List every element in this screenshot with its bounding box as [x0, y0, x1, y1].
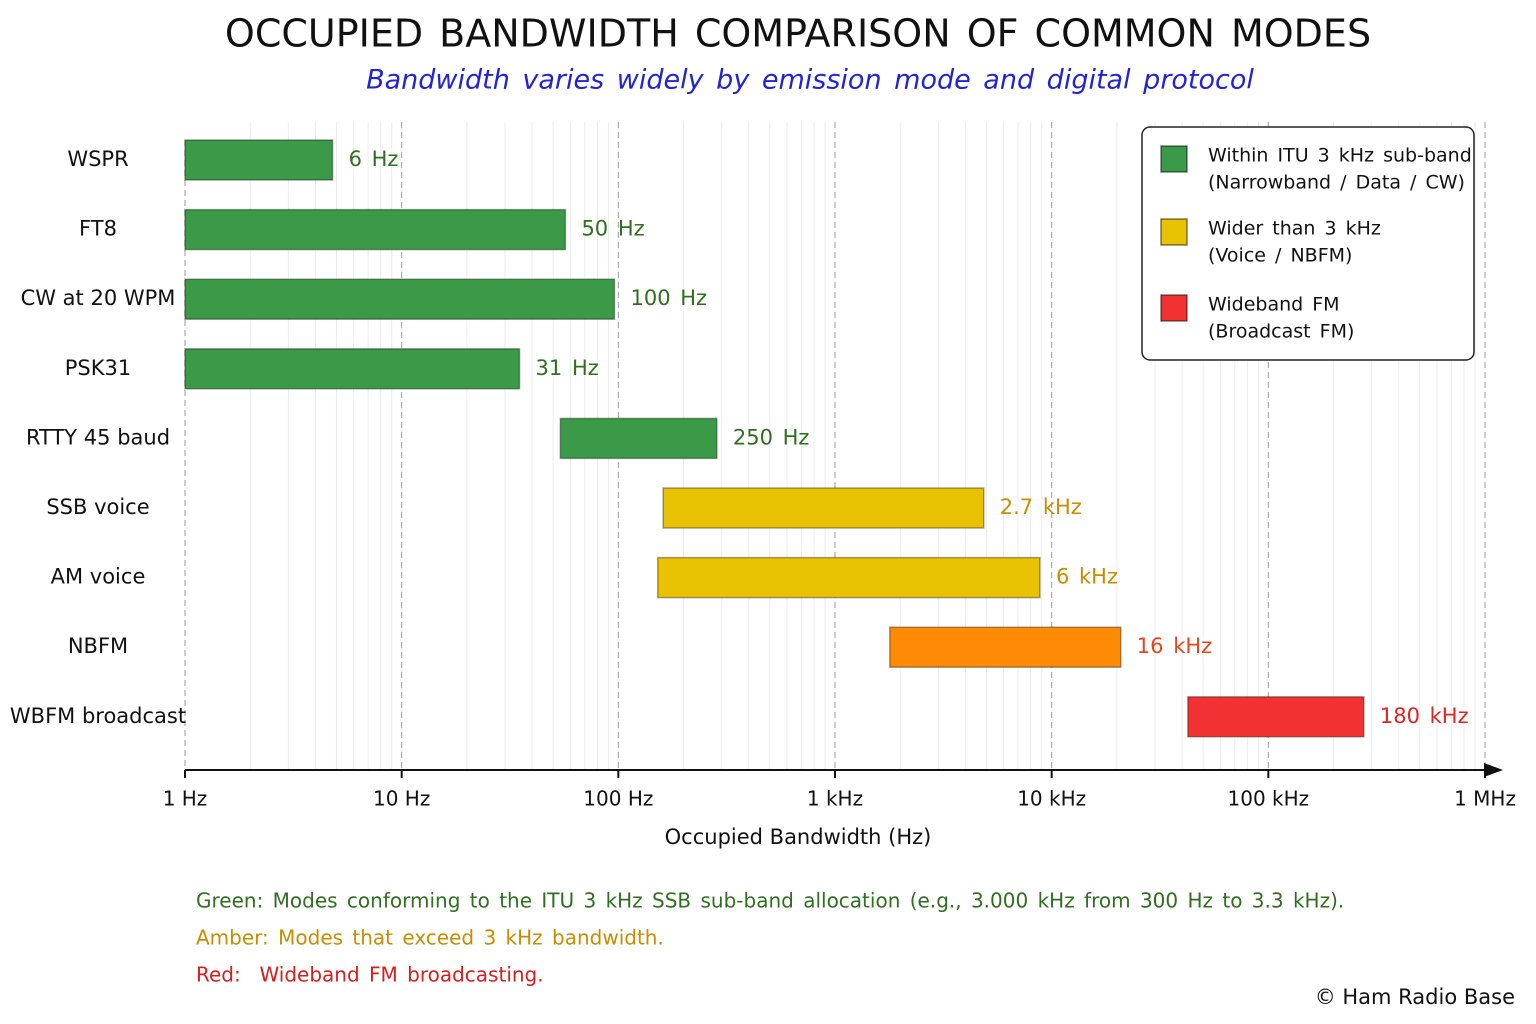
- y-tick-label: AM voice: [51, 565, 146, 589]
- x-tick-label: 1 MHz: [1454, 787, 1516, 811]
- bar: [559, 417, 718, 460]
- legend-label: (Narrowband / Data / CW): [1208, 172, 1465, 194]
- x-axis-label: Occupied Bandwidth (Hz): [665, 825, 932, 849]
- bar: [662, 487, 985, 529]
- legend-swatch: [1160, 294, 1188, 322]
- data-label: 250 Hz: [733, 425, 810, 449]
- x-axis-arrow: [1484, 763, 1503, 777]
- data-label: 31 Hz: [536, 356, 599, 380]
- data-label: 50 Hz: [581, 217, 644, 241]
- x-tick-label: 10 kHz: [1017, 787, 1086, 811]
- y-tick-label: RTTY 45 baud: [26, 425, 170, 449]
- bar: [184, 139, 334, 181]
- x-tick-label: 100 kHz: [1228, 787, 1310, 811]
- x-tick-label: 1 kHz: [807, 787, 863, 811]
- bar: [1187, 696, 1365, 738]
- bar: [656, 556, 1041, 599]
- data-label: 2.7 kHz: [1000, 495, 1082, 519]
- chart-title: OCCUPIED BANDWIDTH COMPARISON OF COMMON …: [225, 12, 1371, 56]
- legend-label: Wideband FM: [1208, 294, 1340, 316]
- y-tick-label: NBFM: [68, 634, 128, 658]
- data-label: 16 kHz: [1137, 634, 1212, 658]
- note: Red: Wideband FM broadcasting.: [196, 963, 544, 987]
- legend-label: Wider than 3 kHz: [1208, 218, 1381, 240]
- legend-box: [1141, 126, 1475, 361]
- bar: [889, 626, 1122, 668]
- data-label: 100 Hz: [630, 286, 707, 310]
- bar: [184, 208, 567, 251]
- chart-subtitle: Bandwidth varies widely by emission mode…: [366, 65, 1254, 96]
- bar: [184, 348, 521, 390]
- note: Green: Modes conforming to the ITU 3 kHz…: [196, 889, 1344, 913]
- note: Amber: Modes that exceed 3 kHz bandwidth…: [196, 926, 664, 950]
- y-tick-label: WSPR: [67, 147, 128, 171]
- legend: Within ITU 3 kHz sub-band (Narrowband / D…: [1141, 126, 1475, 361]
- y-tick-label: CW at 20 WPM: [21, 286, 176, 310]
- y-tick-label: PSK31: [65, 356, 132, 380]
- data-label: 6 Hz: [349, 147, 399, 171]
- x-tick-label: 100 Hz: [583, 787, 653, 811]
- legend-label: (Voice / NBFM): [1208, 245, 1352, 267]
- y-tick-label: FT8: [79, 217, 117, 241]
- legend-swatch: [1160, 218, 1188, 246]
- source: © Ham Radio Base: [1315, 985, 1515, 1009]
- legend-swatch: [1160, 145, 1188, 173]
- y-tick-label: SSB voice: [46, 495, 149, 519]
- data-label: 180 kHz: [1380, 704, 1469, 728]
- x-tick-label: 1 Hz: [163, 787, 208, 811]
- legend-label: Within ITU 3 kHz sub-band: [1208, 145, 1472, 167]
- data-label: 6 kHz: [1056, 565, 1118, 589]
- x-tick-label: 10 Hz: [373, 787, 430, 811]
- bar: [184, 278, 616, 320]
- y-tick-label: WBFM broadcast: [10, 704, 186, 728]
- legend-label: (Broadcast FM): [1208, 321, 1354, 343]
